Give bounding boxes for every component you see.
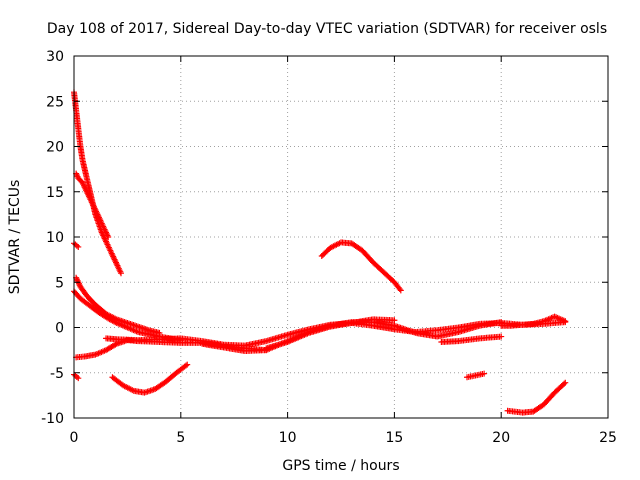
- series-arc-n: [464, 370, 488, 381]
- axis-ticks: 0 5 10 15 20 25 -10 -5 0 5 10 15 20 25 30: [41, 49, 617, 446]
- series-arc-i: [263, 316, 398, 352]
- y-tick-label: 0: [55, 321, 64, 337]
- data-point-marker: [481, 370, 488, 377]
- data-point-marker: [562, 379, 569, 386]
- data-point-marker: [184, 361, 191, 368]
- series-arc-b: [73, 170, 112, 240]
- y-axis-label: SDTVAR / TECUs: [7, 180, 23, 295]
- y-tick-label: -10: [41, 411, 64, 427]
- series-arc-a: [71, 89, 124, 277]
- series-arc-j: [109, 361, 191, 396]
- chart-title: Day 108 of 2017, Sidereal Day-to-day VTE…: [47, 21, 607, 37]
- x-tick-label: 10: [279, 430, 297, 446]
- data-point-marker: [561, 380, 568, 387]
- series-arc-o: [504, 379, 569, 416]
- y-tick-label: 30: [46, 49, 64, 65]
- y-tick-label: 25: [46, 94, 64, 110]
- series-arc-l: [318, 239, 404, 294]
- x-tick-label: 5: [176, 430, 185, 446]
- data-point-marker: [75, 375, 82, 382]
- series-arc-p: [498, 313, 569, 329]
- data-point-marker: [397, 287, 404, 294]
- y-tick-label: 15: [46, 185, 64, 201]
- y-tick-label: 5: [55, 275, 64, 291]
- data-point-marker: [117, 270, 124, 277]
- x-axis-label: GPS time / hours: [282, 458, 399, 474]
- data-point-marker: [75, 243, 82, 250]
- y-tick-label: 10: [46, 230, 64, 246]
- x-tick-label: 25: [599, 430, 617, 446]
- series-arc-c: [71, 240, 82, 250]
- x-tick-label: 15: [385, 430, 403, 446]
- data-point-marker: [562, 318, 569, 325]
- y-tick-label: -5: [50, 366, 64, 382]
- data-point-marker: [498, 333, 505, 340]
- series-layer: [71, 89, 569, 416]
- x-tick-label: 0: [70, 430, 79, 446]
- data-point-marker: [391, 317, 398, 324]
- data-point-marker: [105, 234, 112, 240]
- series-arc-m: [438, 333, 505, 345]
- grid-lines: [74, 56, 608, 418]
- x-tick-label: 20: [492, 430, 510, 446]
- data-point-marker: [396, 286, 403, 293]
- data-point-marker: [182, 362, 189, 369]
- data-point-marker: [112, 341, 119, 348]
- y-tick-label: 20: [46, 140, 64, 156]
